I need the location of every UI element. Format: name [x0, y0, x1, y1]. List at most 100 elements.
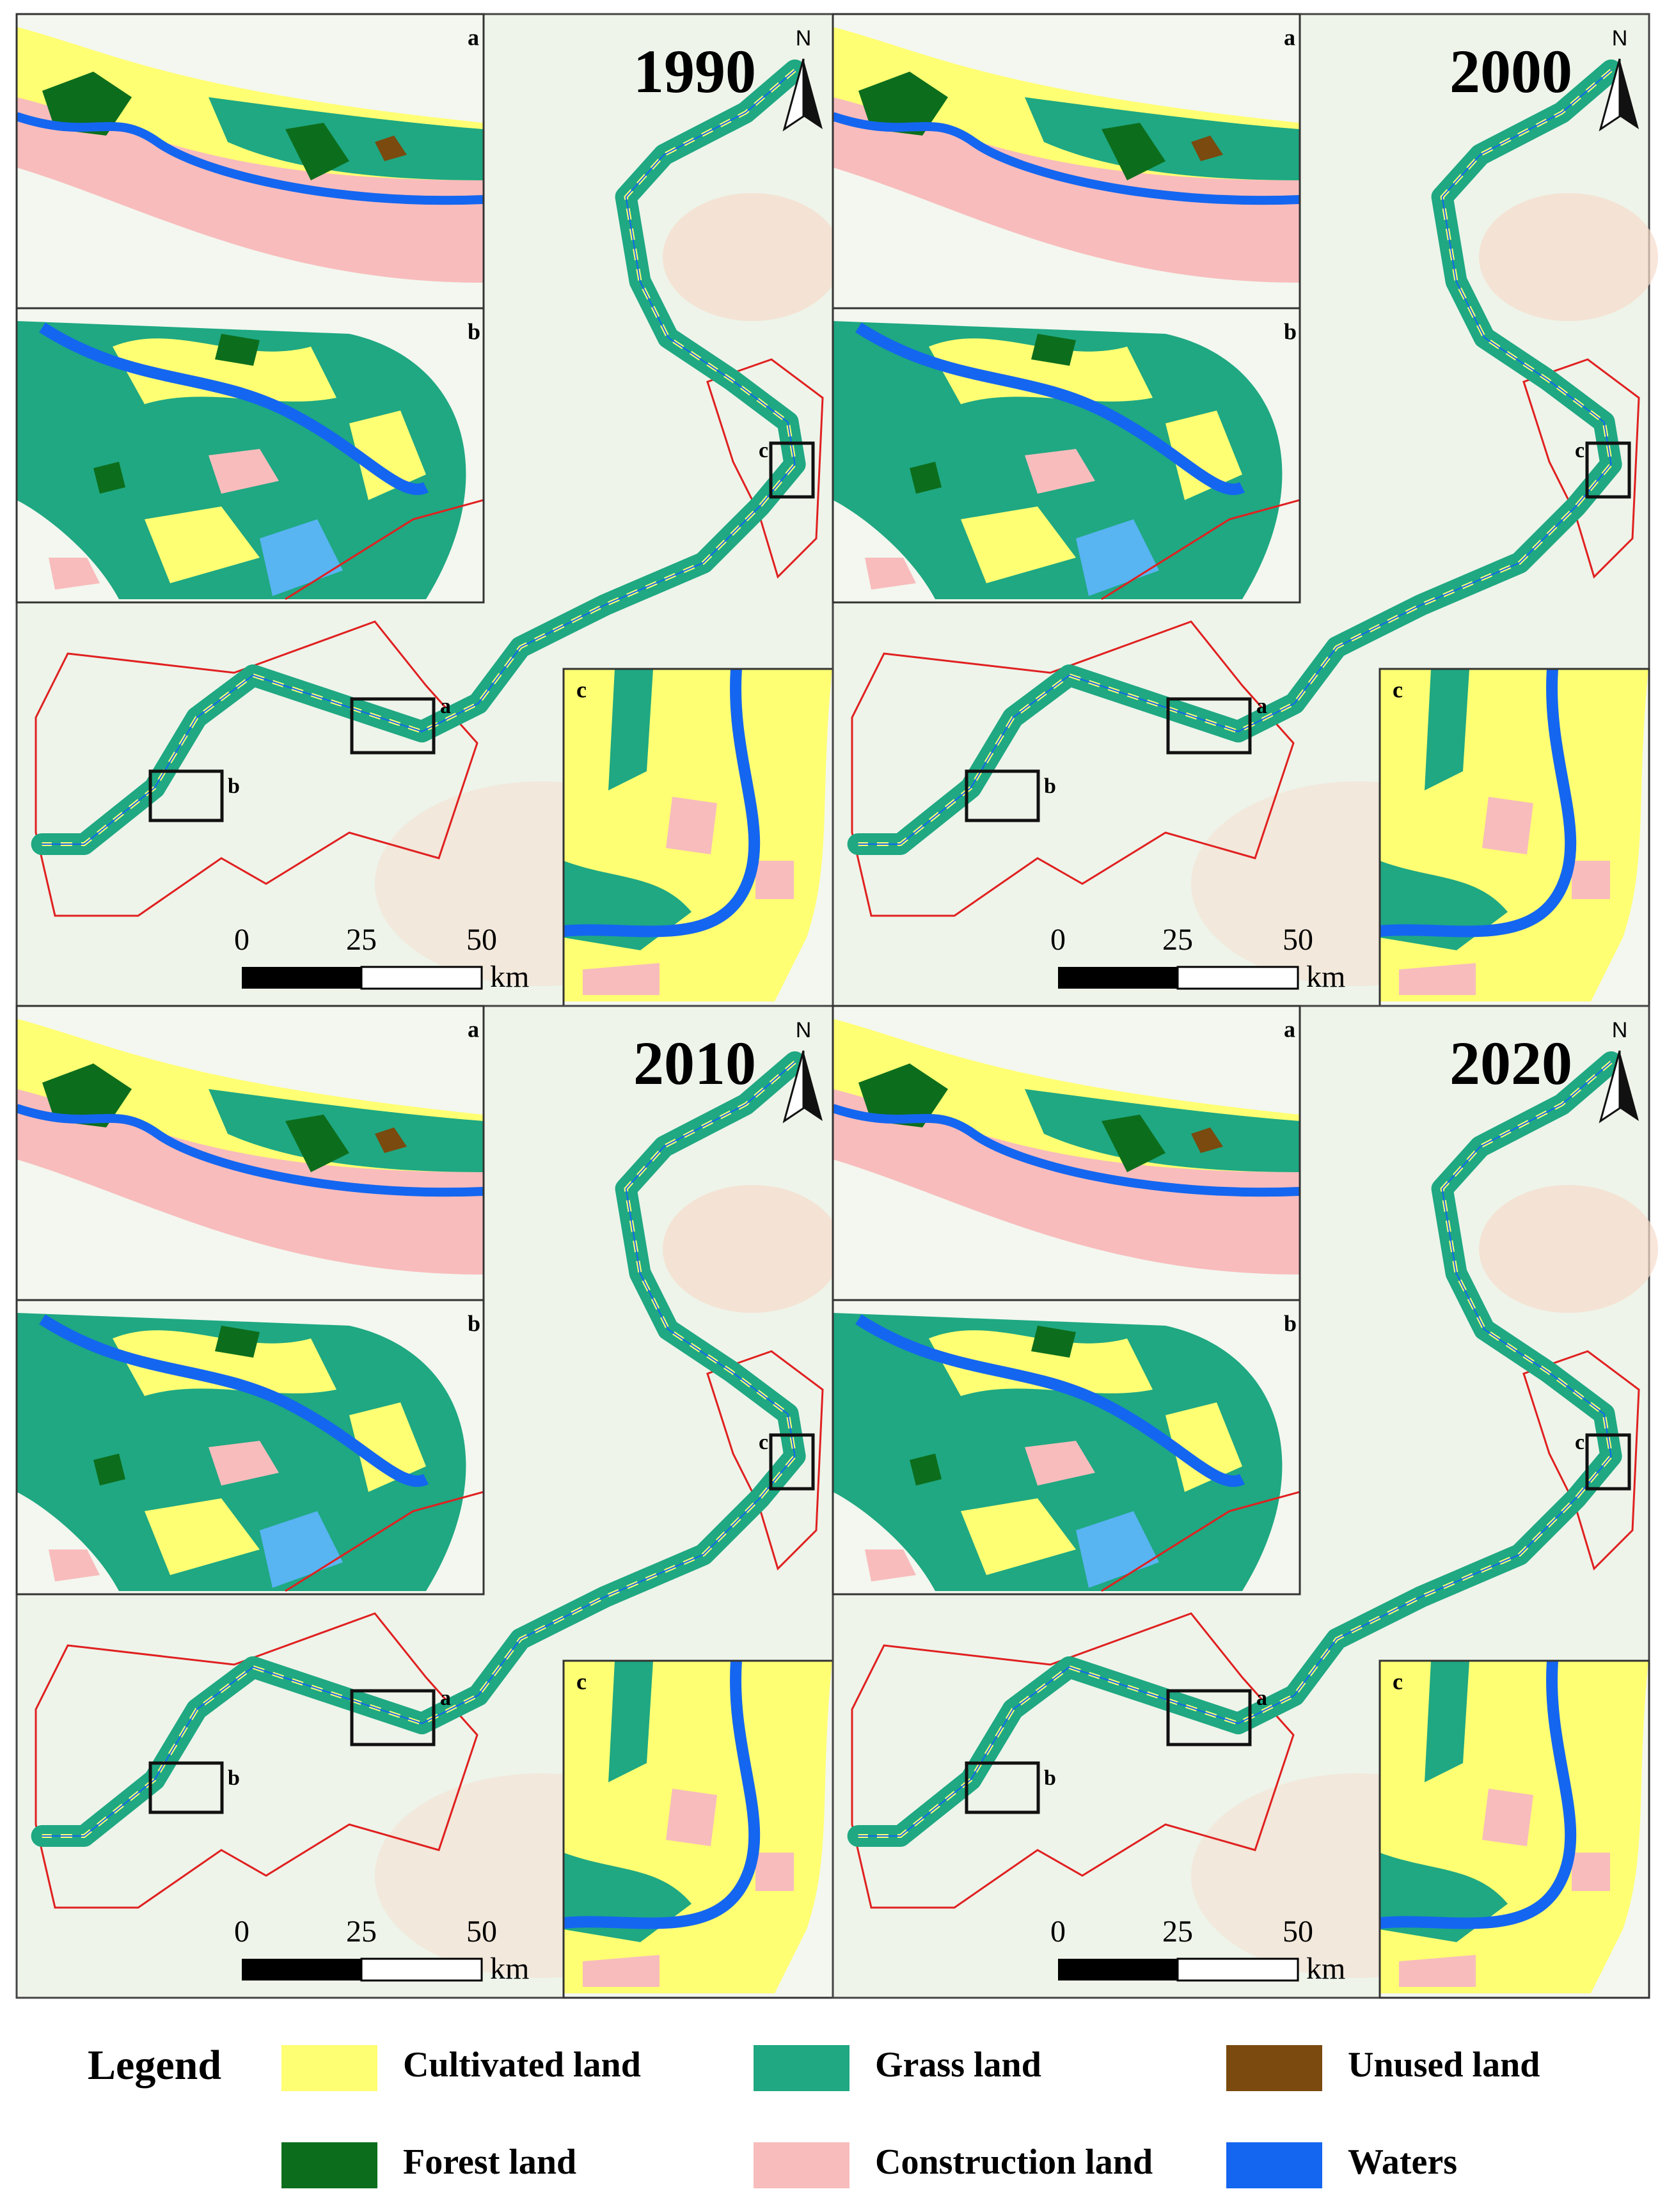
river — [564, 669, 761, 937]
extent-box — [148, 769, 224, 822]
north-arrow — [803, 1051, 823, 1121]
inset-letter: b — [1284, 1310, 1297, 1336]
north-arrow — [1620, 59, 1639, 129]
inset-map — [17, 308, 484, 602]
scale-tick-label: 50 — [466, 923, 497, 957]
extent-box — [1585, 1433, 1631, 1491]
inset-letter: a — [1284, 1016, 1295, 1042]
legend-swatch — [754, 2045, 849, 2091]
extent-box — [769, 441, 815, 499]
panel-year: 2010 — [633, 1029, 756, 1097]
construction — [1399, 1789, 1610, 1987]
north-arrow — [1599, 1050, 1621, 1124]
inset-map — [1380, 1661, 1649, 1998]
river — [855, 1314, 1245, 1487]
inset-frame — [15, 307, 485, 604]
scale-white — [1176, 1957, 1299, 1982]
boundary — [1101, 1491, 1300, 1592]
boundary — [285, 1491, 484, 1592]
extent-box — [965, 1761, 1040, 1814]
inset-letter: c — [1393, 1668, 1403, 1694]
river — [17, 112, 484, 205]
inset-map — [833, 1006, 1300, 1300]
river — [833, 1104, 1300, 1197]
inset-map — [17, 14, 484, 308]
extent-letter: a — [440, 694, 451, 718]
construction — [49, 449, 279, 590]
legend-label: Forest land — [403, 2142, 576, 2182]
extent-box — [148, 1761, 224, 1814]
river — [17, 1104, 484, 1197]
construction — [49, 1441, 279, 1581]
grass — [564, 669, 691, 950]
extent-letter: c — [1575, 1431, 1584, 1454]
cultivated — [113, 338, 426, 583]
inset-map — [564, 669, 833, 1006]
boundary — [35, 1350, 824, 1909]
extent-box — [769, 1433, 815, 1491]
scale-unit: km — [1306, 1952, 1345, 1986]
extent-letter: a — [1256, 694, 1267, 718]
grass — [564, 1661, 691, 1942]
scale-white — [360, 966, 483, 990]
river-water — [42, 70, 796, 845]
legend-label: Unused land — [1348, 2045, 1540, 2085]
grass — [1025, 97, 1300, 180]
north-arrow — [782, 1050, 805, 1124]
river-water — [858, 1062, 1612, 1837]
extent-box — [350, 1689, 436, 1746]
inset-map — [833, 308, 1300, 602]
scale-black — [1058, 967, 1178, 989]
terrain — [1479, 1185, 1658, 1313]
panel-year: 2000 — [1450, 37, 1572, 106]
terrain — [1479, 193, 1658, 321]
unused — [375, 136, 407, 161]
inset-letter: a — [468, 24, 479, 50]
legend-swatch — [1226, 2142, 1322, 2188]
scale-unit: km — [1306, 960, 1345, 994]
extent-box — [1166, 697, 1252, 755]
inset-frame — [832, 1299, 1301, 1596]
legend-label: Waters — [1348, 2142, 1457, 2182]
inset-letter: a — [468, 1016, 479, 1042]
boundary — [851, 1350, 1640, 1909]
panel-year: 1990 — [633, 37, 756, 106]
inset-letter: c — [1393, 677, 1403, 702]
unused — [1191, 1127, 1223, 1153]
extent-letter: a — [440, 1686, 451, 1710]
forest — [910, 334, 1076, 494]
extent-letter: b — [1044, 1766, 1056, 1790]
inset-map — [833, 14, 1300, 308]
scale-tick-label: 0 — [1050, 923, 1066, 957]
legend-swatch — [281, 2045, 377, 2091]
forest — [42, 72, 349, 180]
extent-letter: c — [1575, 439, 1584, 462]
scale-white — [360, 1957, 483, 1982]
legend-swatch — [754, 2142, 849, 2188]
legend-label: Grass land — [875, 2045, 1041, 2085]
terrain — [663, 1185, 842, 1313]
construction — [583, 1789, 794, 1987]
boundary — [35, 358, 824, 917]
river — [39, 1314, 429, 1487]
north-letter: N — [1612, 1018, 1628, 1042]
scale-black — [242, 967, 361, 989]
north-letter: N — [1612, 26, 1628, 51]
extent-letter: c — [759, 439, 768, 462]
north-arrow — [803, 59, 823, 129]
north-letter: N — [796, 26, 812, 51]
scale-tick-label: 0 — [234, 923, 249, 957]
grass — [1025, 1089, 1300, 1172]
legend-swatch — [281, 2142, 377, 2188]
extent-letter: b — [228, 1766, 240, 1790]
unused — [1191, 136, 1223, 161]
river-water — [858, 70, 1612, 845]
forest — [858, 72, 1165, 180]
grass — [209, 1089, 484, 1172]
river — [855, 322, 1245, 496]
forest — [42, 1063, 349, 1172]
extent-letter: c — [759, 1431, 768, 1454]
